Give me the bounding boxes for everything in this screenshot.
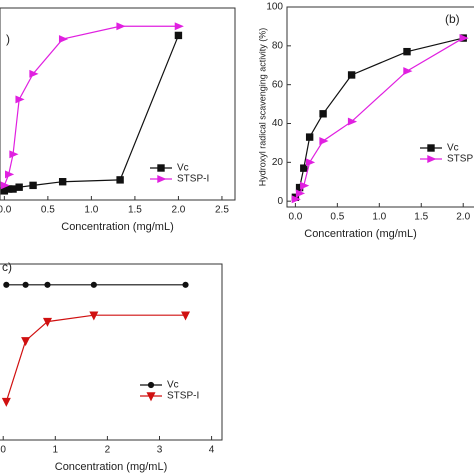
- series-line: [294, 37, 464, 198]
- y-tick-label: 80: [272, 40, 284, 51]
- x-tick-label: 2.0: [171, 205, 185, 216]
- x-tick-label: 1.0: [372, 212, 386, 223]
- data-point: [181, 311, 191, 321]
- legend-label: Vc: [177, 163, 189, 174]
- x-tick-label: 0.5: [41, 205, 55, 216]
- data-point: [90, 281, 97, 288]
- data-point: [15, 183, 23, 191]
- legend-label: Vc: [447, 143, 459, 154]
- x-tick-label: 0: [0, 445, 6, 456]
- legend-label: Vc: [167, 380, 179, 391]
- x-axis-label: Concentration (mg/mL): [55, 461, 168, 473]
- data-point: [29, 69, 39, 78]
- panel-label: c): [2, 260, 12, 274]
- y-axis-label: Hydroxyl radical scavenging activity (%): [257, 28, 267, 187]
- data-point: [319, 137, 329, 145]
- data-point: [21, 337, 31, 347]
- legend-marker: [146, 392, 156, 402]
- series-line: [3, 25, 179, 186]
- data-point: [116, 22, 126, 31]
- data-point: [42, 317, 52, 327]
- x-tick-label: 0.0: [0, 205, 12, 216]
- y-tick-label: 60: [272, 79, 284, 90]
- x-tick-label: 0.0: [288, 212, 302, 223]
- legend-marker: [147, 381, 155, 389]
- data-point: [116, 176, 124, 184]
- data-point: [15, 95, 25, 104]
- data-point: [300, 164, 308, 172]
- data-point: [403, 47, 411, 56]
- y-tick-label: 100: [266, 2, 283, 13]
- legend-label: STSP-I: [177, 174, 209, 185]
- data-point: [174, 22, 184, 31]
- x-tick-label: 3: [157, 445, 163, 456]
- x-tick-label: 1.5: [128, 205, 142, 216]
- x-tick-label: 2: [105, 445, 111, 456]
- legend-marker: [157, 164, 165, 172]
- data-point: [459, 34, 469, 43]
- legend-marker: [157, 175, 167, 183]
- panel-label: (b): [445, 12, 460, 26]
- x-tick-label: 4: [209, 445, 215, 456]
- data-point: [0, 181, 10, 190]
- x-tick-label: 1.0: [84, 205, 98, 216]
- data-point: [295, 189, 306, 198]
- panel-label: ): [6, 32, 10, 46]
- data-point: [44, 281, 51, 288]
- legend-label: STSP: [447, 154, 473, 165]
- data-point: [174, 31, 183, 40]
- data-point: [22, 281, 29, 288]
- data-point: [291, 195, 301, 204]
- plot-frame: [286, 6, 474, 208]
- legend-label: STSP-I: [167, 391, 199, 402]
- x-tick-label: 1: [53, 445, 59, 456]
- data-point: [305, 158, 316, 167]
- data-point: [347, 117, 358, 126]
- data-point: [9, 150, 19, 159]
- data-point: [5, 170, 15, 179]
- data-point: [9, 185, 17, 193]
- series-line: [5, 314, 186, 402]
- data-point: [3, 281, 10, 288]
- y-tick-label: 40: [272, 118, 284, 129]
- x-tick-label: 1.5: [414, 212, 428, 223]
- y-tick-label: 20: [272, 157, 284, 168]
- data-point: [305, 133, 314, 141]
- data-point: [1, 397, 11, 407]
- data-point: [58, 35, 69, 44]
- plot-frame: [0, 263, 223, 441]
- data-point: [403, 67, 413, 76]
- y-tick-label: 0: [277, 196, 283, 207]
- x-tick-label: 2.5: [215, 205, 229, 216]
- data-point: [29, 181, 37, 190]
- data-point: [347, 71, 356, 79]
- data-point: [58, 178, 67, 186]
- data-point: [89, 311, 99, 321]
- legend-marker: [427, 155, 437, 163]
- data-point: [319, 110, 327, 118]
- x-tick-label: 0.5: [330, 212, 344, 223]
- x-axis-label: Concentration (mg/mL): [61, 221, 174, 233]
- x-axis-label: Concentration (mg/mL): [304, 228, 417, 240]
- data-point: [182, 281, 189, 288]
- data-point: [300, 181, 310, 190]
- plot-frame: [0, 7, 236, 201]
- x-tick-label: 2.0: [456, 212, 470, 223]
- legend-marker: [427, 144, 435, 152]
